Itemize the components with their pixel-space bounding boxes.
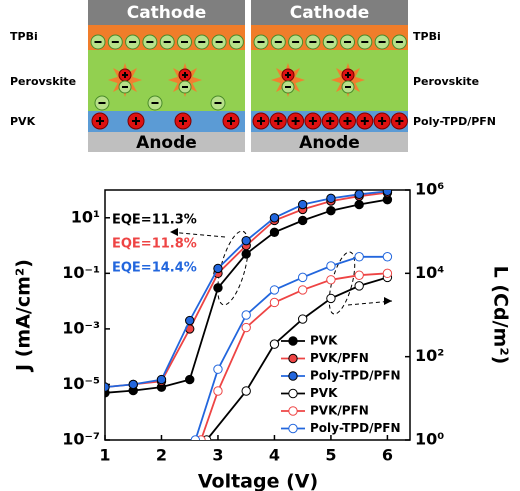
data-point	[354, 199, 364, 210]
x-axis-title: Voltage (V)	[198, 471, 318, 491]
legend-label: PVK/PFN	[310, 351, 369, 365]
x-tick-label: 3	[212, 446, 223, 465]
device-diagram: Cathode Anode TPBi Perovskite PVK Cathode Anod…	[10, 0, 496, 153]
data-point	[326, 205, 336, 216]
data-point	[326, 293, 336, 304]
data-point	[297, 285, 308, 295]
layer-label: Perovskite	[10, 75, 76, 88]
data-point	[382, 252, 393, 262]
arrow-head	[384, 297, 392, 305]
x-tick-label: 5	[325, 446, 336, 465]
arrow	[169, 231, 226, 238]
data-point	[382, 268, 393, 279]
x-tick-label: 6	[382, 446, 393, 465]
cathode-layer	[88, 0, 245, 25]
data-point	[185, 315, 195, 326]
data-point	[297, 314, 308, 324]
legend-marker	[288, 423, 298, 434]
data-point	[241, 310, 251, 320]
legend-label: PVK	[310, 334, 338, 348]
data-point	[326, 261, 336, 271]
y2-tick-label: 10⁰	[415, 430, 444, 449]
anode-label: Anode	[299, 133, 360, 153]
data-point	[269, 285, 280, 295]
legend-label: PVK	[310, 386, 338, 400]
y-axis-title: J (mA/cm²)	[13, 259, 35, 373]
data-point	[105, 382, 110, 392]
cathode-label: Cathode	[127, 3, 207, 23]
legend-marker	[288, 371, 298, 381]
chart: Voltage (V) J (mA/cm²) L (Cd/m²) 1 2 3 4 5 6 1…	[13, 180, 512, 491]
data-point	[269, 213, 280, 223]
layer-label: TPBi	[10, 30, 38, 43]
x-tick-label: 2	[156, 446, 167, 465]
data-point	[326, 275, 336, 285]
data-point	[241, 322, 251, 333]
x-tick-label: 1	[99, 446, 110, 465]
dashed-ellipse	[217, 230, 249, 306]
data-point	[241, 249, 251, 259]
annotation: EQE=11.8%	[112, 237, 197, 252]
legend-label: Poly-TPD/PFN	[310, 369, 401, 383]
y-tick-label: 10⁻⁵	[62, 374, 100, 393]
data-point	[241, 235, 251, 246]
anode-layer	[88, 132, 245, 152]
anode-label: Anode	[136, 133, 197, 153]
data-point	[269, 227, 280, 238]
cathode-layer	[251, 0, 408, 25]
data-point	[190, 435, 201, 440]
data-point	[297, 199, 308, 210]
y-tick-label: 10⁻⁷	[62, 430, 100, 449]
data-point	[213, 386, 223, 396]
layer-label: Perovskite	[413, 75, 479, 88]
legend-label: Poly-TPD/PFN	[310, 421, 401, 435]
x-tick-label: 4	[269, 446, 280, 465]
data-point	[382, 190, 393, 196]
data-point	[326, 193, 336, 204]
layer-label: Poly-TPD/PFN	[413, 115, 496, 128]
plot-frame	[104, 189, 411, 441]
series-line	[200, 272, 388, 440]
data-point	[354, 281, 364, 291]
anode-layer	[251, 132, 408, 152]
y2-tick-label: 10⁶	[415, 180, 444, 199]
data-point	[354, 190, 364, 200]
layer-label: PVK	[10, 115, 36, 128]
y2-tick-label: 10⁴	[415, 263, 444, 282]
series-line	[194, 255, 388, 440]
legend-marker	[288, 388, 298, 399]
legend-marker	[288, 406, 298, 416]
cathode-label: Cathode	[290, 3, 370, 23]
layer-label: TPBi	[413, 30, 441, 43]
y2-axis-title: L (Cd/m²)	[490, 266, 512, 365]
arrow-head	[170, 228, 178, 236]
y-tick-label: 10⁻¹	[62, 263, 100, 282]
legend-marker	[288, 336, 298, 346]
legend-marker	[288, 353, 298, 364]
annotation: EQE=11.3%	[112, 213, 197, 228]
data-point	[185, 374, 195, 385]
data-point	[354, 270, 364, 280]
data-point	[213, 283, 223, 293]
htl-layer	[88, 111, 245, 132]
data-point	[241, 386, 251, 396]
y-tick-label: 10¹	[71, 207, 100, 226]
data-point	[297, 215, 308, 226]
data-point	[156, 374, 167, 385]
legend-label: PVK/PFN	[310, 404, 369, 418]
data-point	[213, 263, 223, 274]
y-tick-label: 10⁻³	[62, 318, 100, 337]
annotation: EQE=14.4%	[112, 261, 197, 276]
data-point	[269, 297, 280, 308]
data-point	[354, 252, 364, 262]
data-point	[297, 272, 308, 283]
data-point	[269, 339, 280, 349]
data-point	[213, 364, 223, 374]
y2-tick-label: 10²	[415, 346, 444, 365]
data-point	[128, 379, 138, 390]
